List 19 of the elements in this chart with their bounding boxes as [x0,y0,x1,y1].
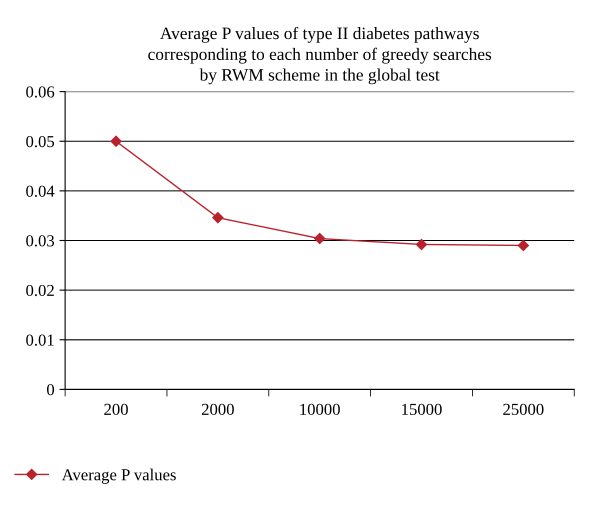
point [518,240,529,252]
point [416,238,428,250]
y-tick-label: 0 [47,384,54,396]
x-tick-label: 10000 [300,404,340,416]
x-tick-label: 200 [104,404,128,416]
y-tick-label: 0.06 [26,86,54,98]
y-tick-label: 0.05 [26,136,54,148]
legend-label: Average P values [62,468,176,484]
point [110,136,122,147]
x-tick-label: 25000 [503,404,544,416]
y-tick-label: 0.01 [26,334,54,346]
y-tick-label: 0.03 [26,235,54,247]
x-tick-label: 15000 [402,404,442,416]
point [314,232,326,244]
x-tick-label: 2000 [202,404,234,416]
chart-title: Average P values of type II diabetes pathways corresponding to each number of greedy searches by RWM scheme in the global test [148,26,492,84]
y-tick-label: 0.02 [26,284,54,296]
y-tick-label: 0.04 [26,186,54,197]
point [212,212,224,224]
